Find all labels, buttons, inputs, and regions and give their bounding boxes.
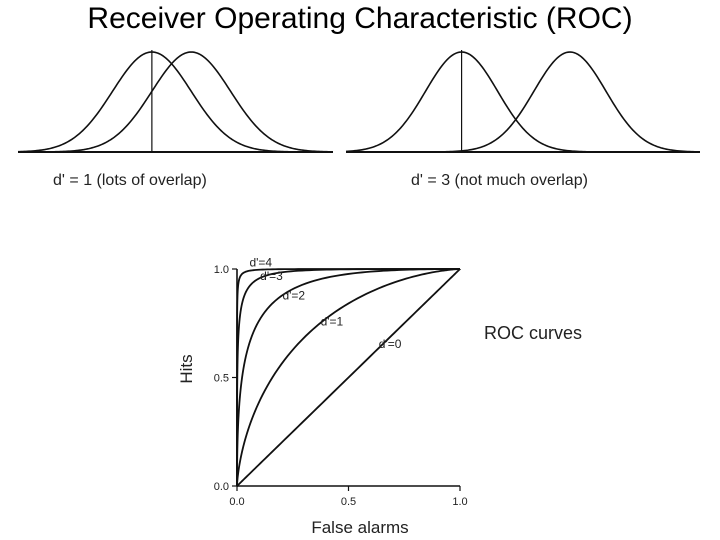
noise-distribution-curve xyxy=(345,51,700,153)
roc-annotation: ROC curves xyxy=(484,323,582,343)
x-tick-label: 0.0 xyxy=(229,496,244,508)
distribution-caption: d' = 3 (not much overlap) xyxy=(411,172,588,189)
roc-curve xyxy=(236,268,460,487)
y-axis-label: Hits xyxy=(177,354,196,383)
distribution-caption: d' = 1 (lots of overlap) xyxy=(53,172,207,189)
signal-distribution-curve xyxy=(346,51,701,153)
roc-curve-label: d'=2 xyxy=(282,288,305,302)
x-axis-label: False alarms xyxy=(311,518,408,537)
noise-distribution-curve xyxy=(17,51,333,153)
y-tick-label: 0.5 xyxy=(214,373,229,385)
signal-distribution-curve xyxy=(18,51,334,153)
roc-curve-label: d'=4 xyxy=(249,256,272,270)
distribution-plot-d3: d' = 3 (not much overlap) xyxy=(345,50,701,189)
roc-curve-label: d'=1 xyxy=(321,314,344,328)
roc-curve-label: d'=0 xyxy=(379,337,402,351)
roc-curve-label: d'=3 xyxy=(260,269,283,283)
distribution-plot-d1: d' = 1 (lots of overlap) xyxy=(17,50,334,189)
y-tick-label: 0.0 xyxy=(214,481,229,493)
y-tick-label: 1.0 xyxy=(214,264,229,276)
roc-curve xyxy=(236,268,461,487)
x-tick-label: 1.0 xyxy=(452,496,467,508)
x-tick-label: 0.5 xyxy=(341,496,356,508)
page-title: Receiver Operating Characteristic (ROC) xyxy=(87,2,633,35)
